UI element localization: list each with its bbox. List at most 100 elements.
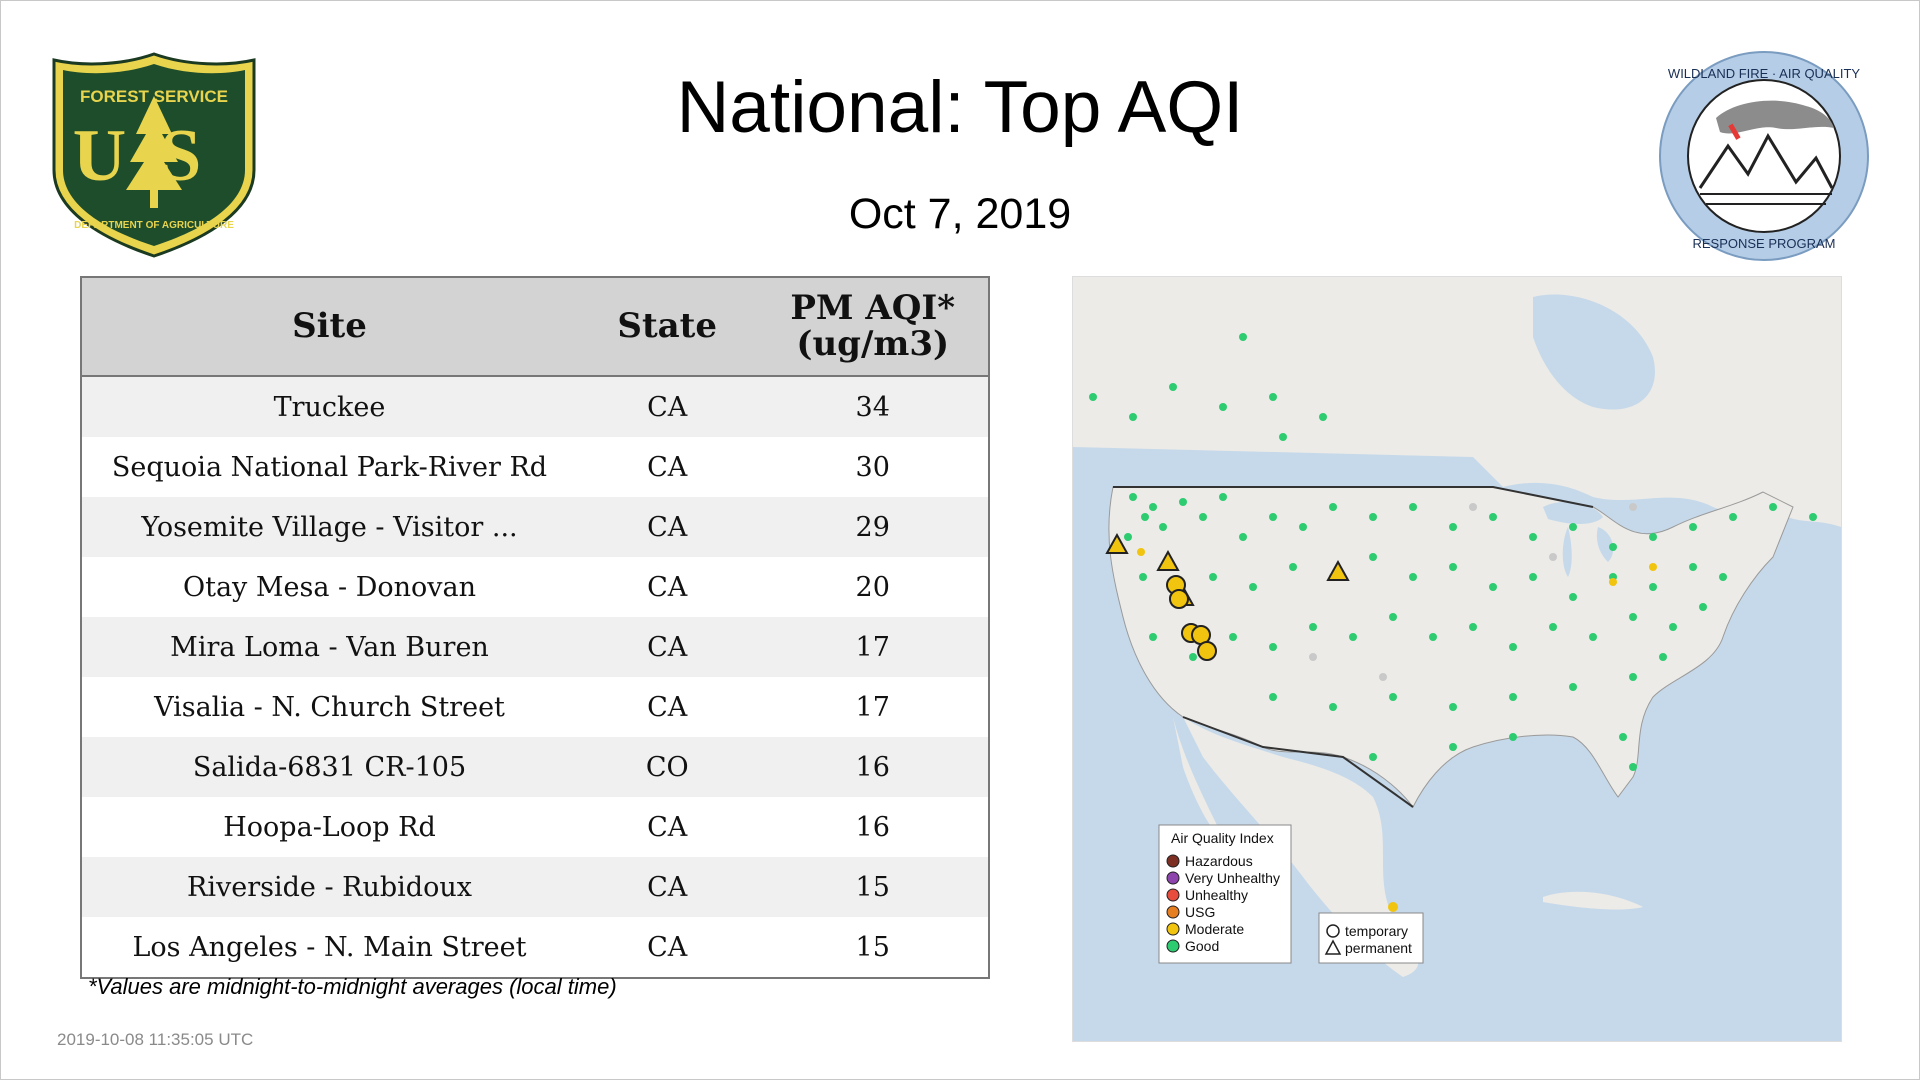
site-marker-good [1329,703,1337,711]
table-row: Truckee CA 34 [81,376,989,437]
site-marker-no-data [1379,673,1387,681]
site-marker-moderate [1137,548,1145,556]
lake-huron [1596,527,1614,562]
site-marker-no-data [1469,503,1477,511]
row-state: CA [576,677,758,737]
page-title: National: Top AQI [676,67,1244,148]
site-marker-good [1689,523,1697,531]
row-state: CA [576,797,758,857]
report-date: Oct 7, 2019 [848,190,1072,238]
site-marker-good [1189,653,1197,661]
row-state: CA [576,557,758,617]
row-site: Sequoia National Park-River Rd [81,437,577,497]
site-marker-good [1149,503,1157,511]
row-state: CO [576,737,758,797]
legend-label-moderate: Moderate [1185,921,1244,937]
site-marker-good [1149,633,1157,641]
row-aqi: 30 [757,437,989,497]
legend-swatch-good [1166,939,1180,953]
cuba-landmass [1543,891,1643,910]
usda-forest-service-logo: FOREST SERVICE US DEPARTMENT OF AGRICULT… [52,52,256,258]
wfaq-bottom-text: RESPONSE PROGRAM [1692,236,1835,251]
row-site: Mira Loma - Van Buren [81,617,577,677]
site-marker-good [1449,703,1457,711]
row-site: Los Angeles - N. Main Street [81,917,577,978]
table-row: Mira Loma - Van Buren CA 17 [81,617,989,677]
site-marker-good [1269,693,1277,701]
no-data-sites [1309,503,1637,681]
header-pm-aqi: PM AQI* (ug/m3) [757,277,989,377]
site-marker-good [1239,533,1247,541]
site-marker-good [1629,673,1637,681]
mexico-landmass [1183,717,1419,977]
site-marker-good [1629,613,1637,621]
table-row: Otay Mesa - Donovan CA 20 [81,557,989,617]
site-marker-good [1449,563,1457,571]
legend-swatch-very-unhealthy [1166,871,1180,885]
header-site: Site [81,277,577,377]
site-marker-moderate-permanent [1326,559,1350,581]
site-marker-good [1329,503,1337,511]
row-aqi: 17 [757,617,989,677]
canada-landmass [1073,277,1841,527]
us-mexico-border [1182,716,1414,808]
legend-label-usg: USG [1185,904,1215,920]
site-marker-good [1239,333,1247,341]
site-marker-good [1509,643,1517,651]
row-site: Riverside - Rubidoux [81,857,577,917]
table-row: Sequoia National Park-River Rd CA 30 [81,437,989,497]
site-marker-good [1129,493,1137,501]
row-aqi: 15 [757,857,989,917]
site-marker-good [1659,653,1667,661]
map-canvas: Air Quality Index Hazardous Very Unhealt… [1073,277,1841,1041]
row-state: CA [576,917,758,978]
footnote: *Values are midnight-to-midnight average… [88,974,617,999]
legend-label-temporary: temporary [1345,923,1408,939]
site-marker-moderate [1649,563,1657,571]
site-marker-good [1229,633,1237,641]
row-state: CA [576,617,758,677]
legend-box [1158,824,1292,964]
row-state: CA [576,497,758,557]
site-marker-good [1409,503,1417,511]
small-moderate-sites [1137,548,1657,912]
permanent-triangle-icon [1324,939,1342,955]
legend-label-permanent: permanent [1345,940,1412,956]
site-marker-good [1449,523,1457,531]
header-pm-aqi-line2: (ug/m3) [796,323,950,364]
row-site: Hoopa-Loop Rd [81,797,577,857]
site-marker-good [1139,573,1147,581]
site-marker-good [1509,733,1517,741]
site-marker-good [1649,533,1657,541]
legend-swatch-unhealthy [1166,888,1180,902]
row-aqi: 16 [757,737,989,797]
row-aqi: 15 [757,917,989,978]
logo-bottom-text: DEPARTMENT OF AGRICULTURE [74,220,234,231]
site-marker-moderate-temporary [1197,641,1217,661]
site-marker-good [1689,563,1697,571]
site-marker-good [1124,533,1132,541]
row-site: Truckee [81,376,577,437]
site-marker-good [1729,513,1737,521]
shape-legend-box [1318,912,1424,964]
legend-swatch-hazardous [1166,854,1180,868]
site-marker-good [1089,393,1097,401]
header-state: State [576,277,758,377]
site-marker-good [1209,573,1217,581]
site-marker-good [1219,403,1227,411]
row-site: Salida-6831 CR-105 [81,737,577,797]
site-marker-good [1159,523,1167,531]
site-marker-good [1589,633,1597,641]
site-marker-good [1389,613,1397,621]
row-aqi: 29 [757,497,989,557]
site-marker-good [1369,553,1377,561]
site-marker-good [1219,493,1227,501]
legend-swatch-moderate [1166,922,1180,936]
site-marker-good [1369,753,1377,761]
site-marker-good [1569,683,1577,691]
site-marker-good [1309,623,1317,631]
legend-label-hazardous: Hazardous [1185,853,1253,869]
site-marker-good [1319,413,1327,421]
site-marker-good [1199,513,1207,521]
row-site: Otay Mesa - Donovan [81,557,577,617]
